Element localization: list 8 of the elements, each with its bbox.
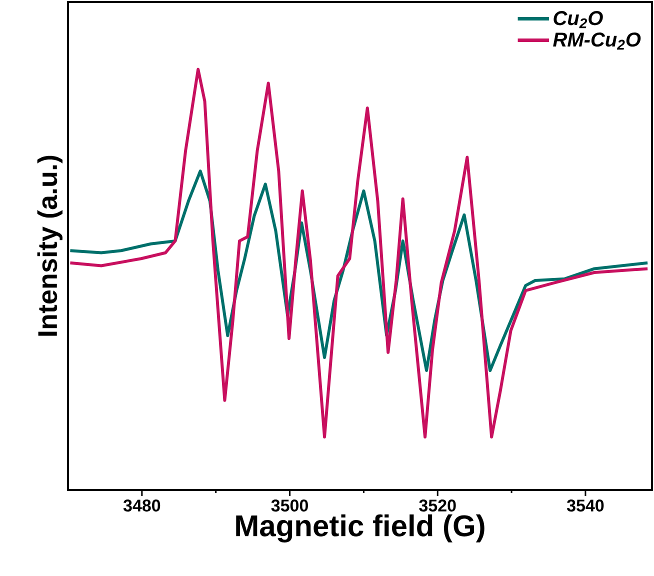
x-tick-label: 3480 <box>123 500 160 512</box>
x-tick-label: 3520 <box>419 500 456 512</box>
y-axis-title: Intensity (a.u.) <box>37 156 62 336</box>
legend-label: RM-Cu$_{2}$O <box>553 32 641 50</box>
x-axis-title: Magnetic field (G) <box>236 514 484 543</box>
legend-label: Cu$_{2}$O <box>554 11 603 28</box>
x-tick-label: 3540 <box>566 500 604 512</box>
x-tick-label: 3500 <box>271 500 308 512</box>
